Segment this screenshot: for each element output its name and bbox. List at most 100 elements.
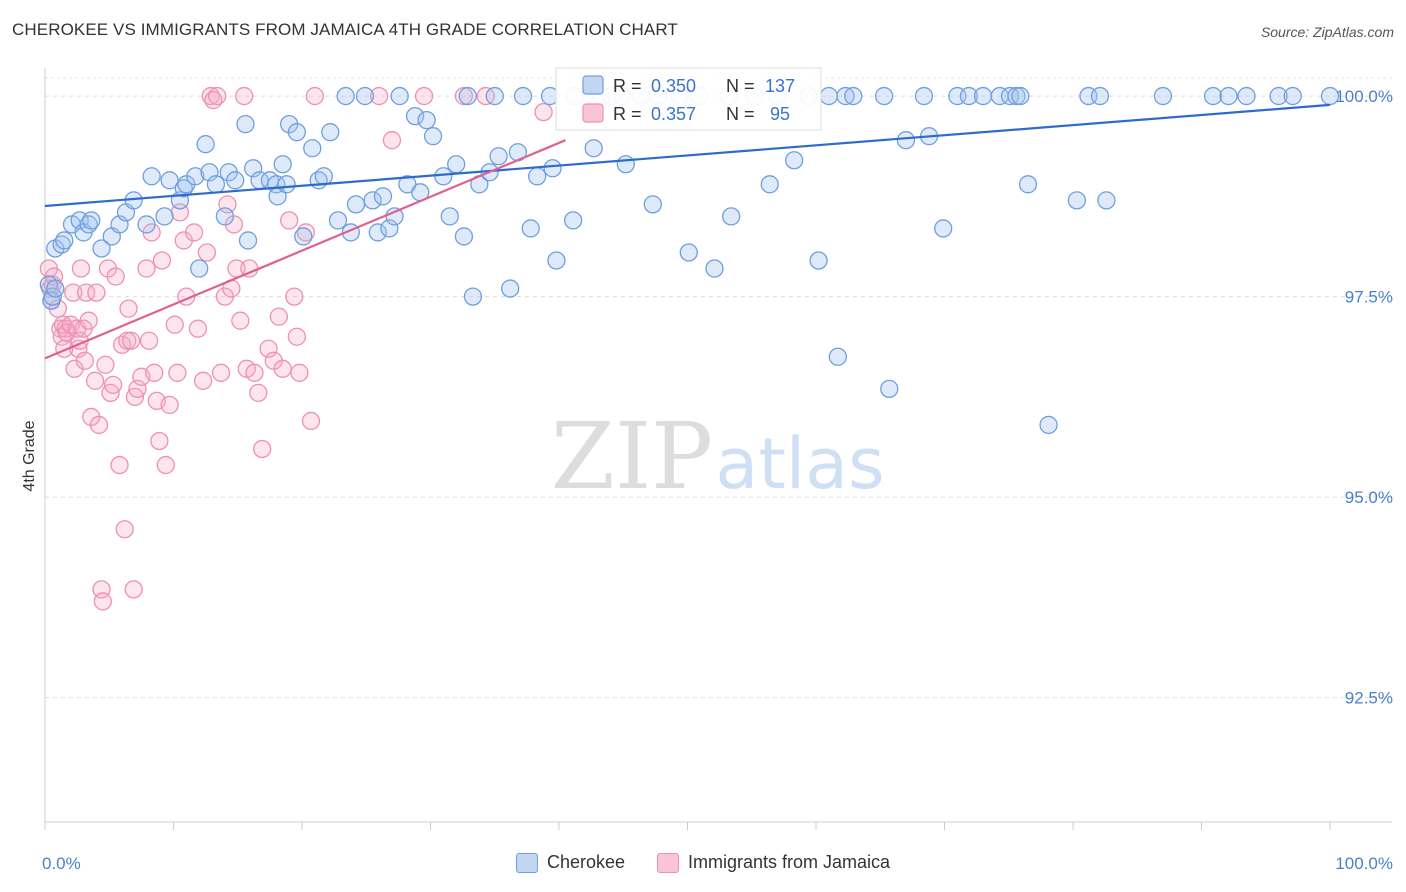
jamaica-point [305,86,325,106]
jamaica-point [118,331,137,350]
cherokee-point [190,259,209,278]
cherokee-point [1203,86,1223,106]
jamaica-point [211,363,231,382]
legend-item-jamaica: Immigrants from Jamaica [657,852,890,873]
cherokee-point [934,219,953,238]
legend-r-value-jamaica: 0.357 [651,104,696,124]
chart-title: CHEROKEE VS IMMIGRANTS FROM JAMAICA 4TH … [12,20,678,39]
jamaica-point [269,307,289,326]
cherokee-point [440,207,459,226]
cherokee-point [616,155,635,174]
jamaica-point [85,371,105,390]
cherokee-point [1039,415,1058,435]
cherokee-point [705,259,724,278]
cherokee-point [1018,175,1038,194]
y-tick-label: 92.5% [1345,689,1393,708]
cherokee-point [215,207,235,226]
jamaica-point [197,243,217,262]
cherokee-point [303,139,322,158]
cherokee-point [463,287,483,306]
tick-labels: 100.0% 97.5% 95.0% 92.5% 0.0% 100.0% [42,87,1393,873]
cherokee-point [328,211,348,230]
cherokee-point [434,167,453,186]
cherokee-point [1283,86,1302,106]
cherokee-point [973,86,993,106]
cherokee-point [836,86,855,106]
legend-n-value-cherokee: 137 [765,76,795,96]
cherokee-point [528,167,547,186]
jamaica-point [79,311,98,330]
jamaica-point [249,383,268,403]
jamaica-point [96,355,115,374]
legend-n-label-jamaica: N = [726,104,755,124]
axes [44,68,1392,830]
jamaica-point [71,259,91,278]
cherokee-point [1090,86,1110,106]
cherokee-point [46,279,65,298]
jamaica-point [454,86,474,106]
jamaica-point [534,102,553,122]
legend-bottom-label-cherokee: Cherokee [546,852,625,872]
cherokee-point [314,167,333,186]
cherokee-point [563,211,583,230]
jamaica-trendline [44,139,566,360]
y-tick-label: 100.0% [1335,87,1393,106]
cherokee-point [137,215,156,234]
legend-bottom-swatch-cherokee [515,852,538,873]
legend-r-value-cherokee: 0.350 [651,76,696,96]
cherokee-point [501,279,520,298]
jamaica-point [156,455,175,475]
cherokee-point [458,86,477,106]
cherokee-point [447,155,466,174]
watermark-atlas: atlas [715,423,884,505]
jamaica-point [87,283,106,302]
cherokee-point [363,191,382,210]
cherokee-point [423,127,443,146]
cherokee-point [238,231,258,250]
jamaica-points [39,86,553,611]
cherokee-point [273,155,292,174]
cherokee-point [55,231,74,250]
jamaica-point [137,259,156,278]
jamaica-point [128,379,147,399]
cherokee-point [236,114,255,134]
jamaica-point [273,359,292,378]
cherokee-point [346,195,366,214]
cherokee-point [336,86,355,106]
cherokee-point [959,86,979,106]
x-tick-label-min: 0.0% [42,854,81,873]
jamaica-point [160,395,179,415]
jamaica-point [145,363,164,382]
cherokee-point [186,167,205,186]
cherokee-point [521,219,540,238]
jamaica-point [285,287,304,306]
source-credit: Source: ZipAtlas.com [1260,24,1394,40]
cherokee-point [819,86,838,106]
cherokee-point [547,251,566,270]
cherokee-point [155,207,174,226]
cherokee-point [489,147,508,166]
jamaica-point [152,251,172,270]
cherokee-point [643,195,662,214]
cherokee-point [914,86,934,106]
cherokee-point [380,219,399,238]
trendlines [44,103,1331,360]
legend-bottom: Cherokee Immigrants from Jamaica [0,852,1406,873]
jamaica-point [188,319,208,338]
cherokee-point [584,139,603,158]
jamaica-point [235,86,254,106]
jamaica-point [121,331,141,350]
legend-n-label-cherokee: N = [726,76,755,96]
cherokee-point [142,167,161,186]
watermark: ZIP atlas [551,403,885,510]
jamaica-point [165,315,184,334]
jamaica-point [301,411,321,431]
jamaica-point [231,311,250,330]
cherokee-point [896,131,916,150]
jamaica-point [208,86,227,106]
cherokee-point [226,171,245,190]
cherokee-point [1153,86,1173,106]
jamaica-point [279,211,299,230]
cherokee-point [196,135,215,154]
cherokee-point [1097,191,1116,210]
